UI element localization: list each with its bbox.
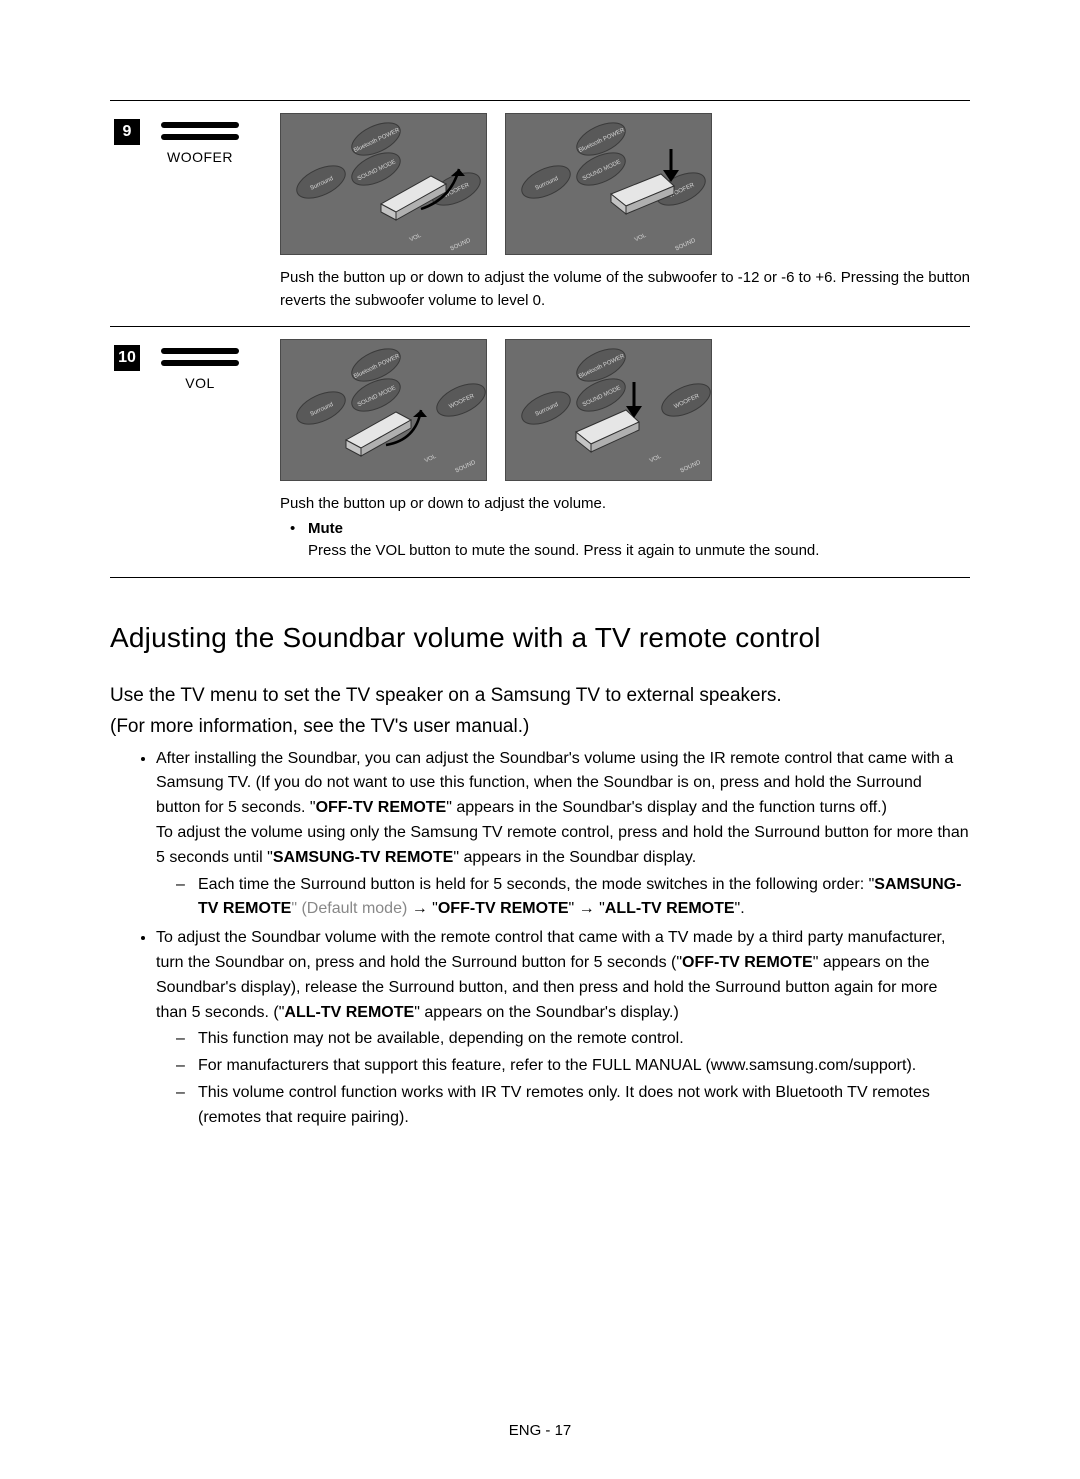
manual-page: 9 WOOFER Bluetooth POWER [0,0,1080,1479]
intro-line-2: (For more information, see the TV's user… [110,713,970,741]
svg-text:VOL: VOL [409,233,423,244]
step-badge-10: 10 [114,345,140,371]
intro-line-1: Use the TV menu to set the TV speaker on… [110,682,970,710]
row9-illustrations: Bluetooth POWER Surround SOUND MODE WOOF… [280,113,970,255]
svg-text:SOUND: SOUND [454,460,477,475]
row9-description: Push the button up or down to adjust the… [280,267,970,312]
page-footer: ENG - 17 [0,1422,1080,1439]
row10-desc-main: Push the button up or down to adjust the… [280,493,970,516]
row9-right: Bluetooth POWER Surround SOUND MODE WOOF… [260,113,970,312]
notes-list: After installing the Soundbar, you can a… [110,747,970,1131]
svg-text:VOL: VOL [424,454,438,465]
mute-title: Mute [308,520,343,537]
svg-text:SOUND: SOUND [679,460,702,475]
note-2-dash-3: This volume control function works with … [176,1081,970,1131]
note-item-2: To adjust the Soundbar volume with the r… [156,926,970,1130]
note-2-dash-1: This function may not be available, depe… [176,1027,970,1052]
row10-illustrations: Bluetooth POWER Surround SOUND MODE WOOF… [280,339,970,481]
svg-text:SOUND: SOUND [449,238,472,253]
remote-illustration-down: Bluetooth POWER Surround SOUND MODE WOOF… [505,113,712,255]
feature-row-10: 10 VOL Bluetooth POWER Surround SOU [110,327,970,578]
remote-illustration-down-2: Bluetooth POWER Surround SOUND MODE WOOF… [505,339,712,481]
vol-label: VOL [185,375,215,391]
note-item-1: After installing the Soundbar, you can a… [156,747,970,923]
step-badge-9: 9 [114,119,140,145]
woofer-button-graphic: WOOFER [161,119,239,165]
remote-illustration-up: Bluetooth POWER Surround SOUND MODE WOOF… [280,113,487,255]
note-1-dash-1: Each time the Surround button is held fo… [176,873,970,923]
remote-illustration-up-2: Bluetooth POWER Surround SOUND MODE WOOF… [280,339,487,481]
row9-left: 9 WOOFER [110,113,260,312]
row10-left: 10 VOL [110,339,260,563]
feature-row-9: 9 WOOFER Bluetooth POWER [110,101,970,327]
mute-body: Press the VOL button to mute the sound. … [280,540,970,563]
bullet-dot-icon: • [290,518,308,541]
row10-right: Bluetooth POWER Surround SOUND MODE WOOF… [260,339,970,563]
svg-text:VOL: VOL [634,233,648,244]
row10-description: Push the button up or down to adjust the… [280,493,970,563]
note-2-dash-2: For manufacturers that support this feat… [176,1054,970,1079]
vol-button-graphic: VOL [161,345,239,391]
svg-text:VOL: VOL [649,454,663,465]
woofer-label: WOOFER [167,149,233,165]
svg-text:SOUND: SOUND [674,238,697,253]
section-heading: Adjusting the Soundbar volume with a TV … [110,622,970,654]
